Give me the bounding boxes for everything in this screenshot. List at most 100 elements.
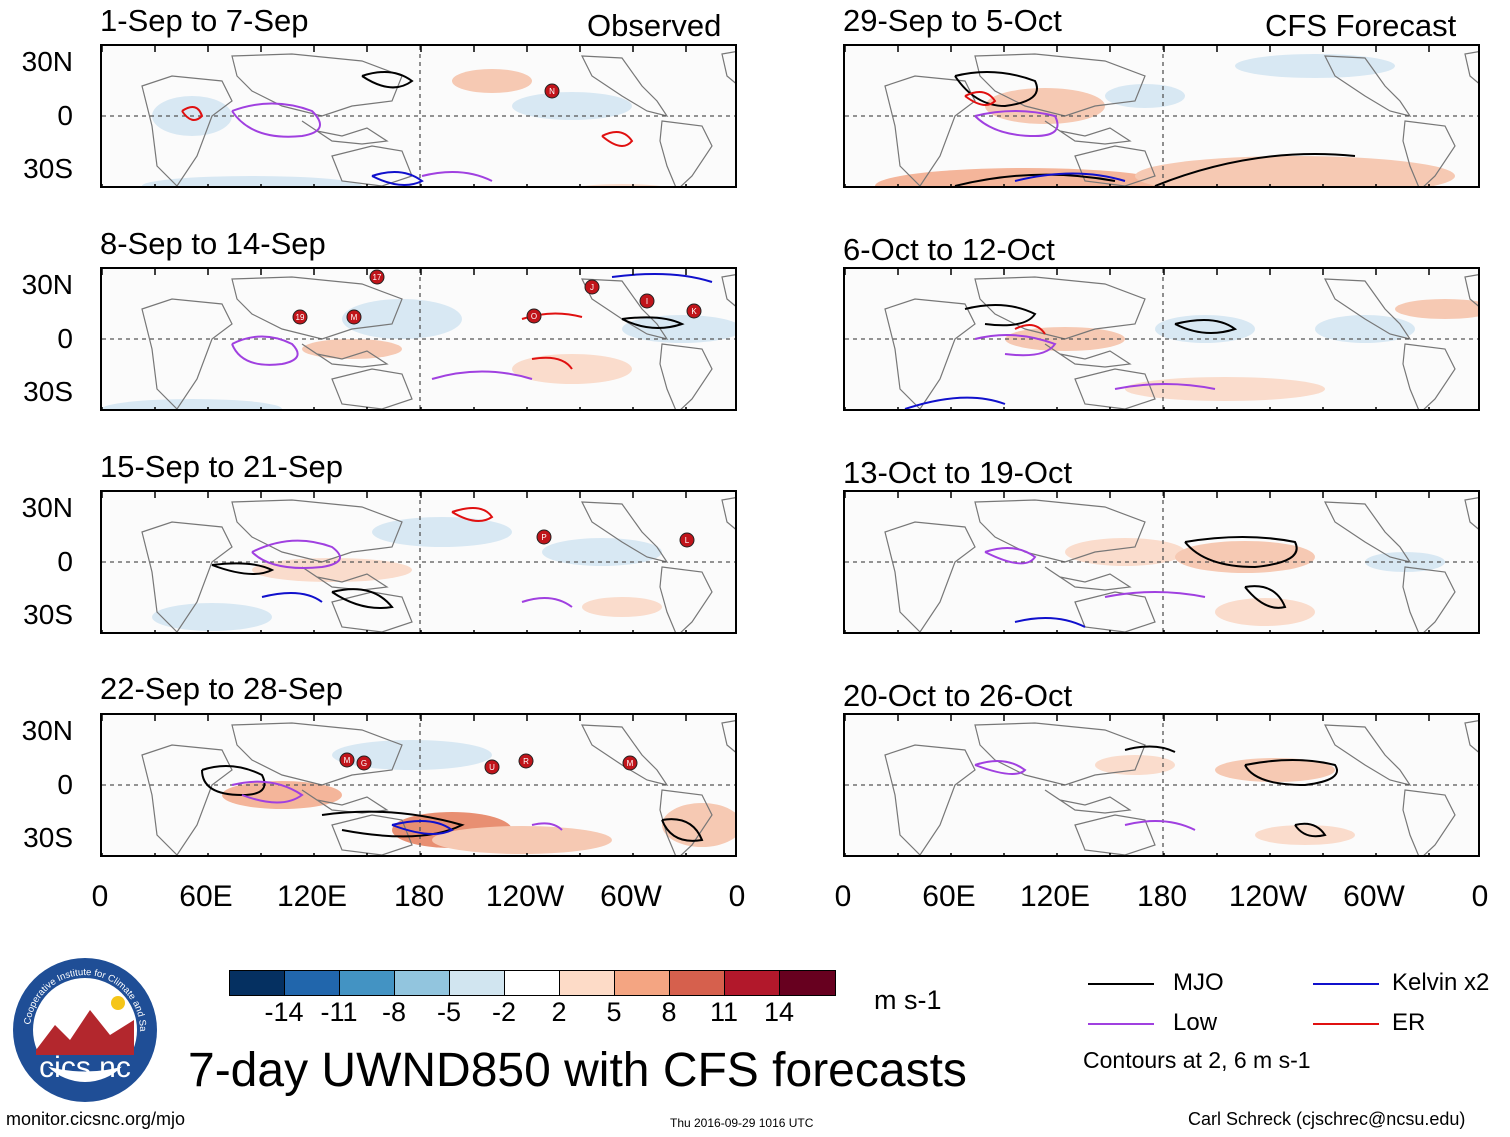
svg-text:L: L [685,536,690,545]
map-field [845,269,1478,409]
wind-anomaly-shading [1135,156,1455,186]
wind-anomaly-shading [622,315,735,343]
colorbar-swatch [285,971,340,995]
coastline [1402,120,1456,186]
wind-anomaly-shading [252,558,412,582]
contour [431,370,533,380]
coastline [884,75,976,186]
wind-anomaly-shading [372,517,512,547]
panel-title-7: 13-Oct to 19-Oct [843,455,1073,490]
cfs-forecast-label: CFS Forecast [1265,8,1457,43]
contour [954,173,1116,186]
coastline [884,298,976,409]
coastline [1464,274,1478,307]
latitude-label: 0 [57,323,73,354]
contour [361,71,414,89]
coastline [1324,501,1412,563]
kelvin-legend-label: Kelvin x2 [1392,969,1490,996]
coastline [659,789,713,855]
colorbar-swatch [615,971,670,995]
wind-anomaly-shading [302,339,402,359]
map-panel [843,490,1480,634]
svg-text:J: J [590,283,594,292]
colorbar-swatch [780,971,835,995]
map-panel: 19 17 M O J I K [100,267,737,411]
wind-anomaly-shading [512,92,632,120]
coastline [1402,566,1456,632]
coastline [1044,343,1132,368]
colorbar-tick-label: -14 [264,997,304,1027]
storm-marker: 19 [292,309,308,325]
coastline [659,566,713,632]
contour [181,106,204,121]
colorbar-swatch [230,971,285,995]
longitude-label: 120E [1019,880,1091,913]
svg-text:I: I [646,297,648,306]
main-title: 7-day UWND850 with CFS forecasts [188,1044,967,1097]
colorbar-swatch [395,971,450,995]
coastline [721,274,735,307]
coastline [1324,55,1412,117]
contour [331,588,394,609]
longitude-label: 60W [1343,880,1405,913]
map-panel: N [100,44,737,188]
contour [1014,324,1046,335]
svg-text:M: M [351,313,358,322]
coastline [1044,789,1132,814]
svg-text:19: 19 [296,313,305,322]
contour [974,110,1059,138]
logo-text: cics.nc [39,1051,131,1084]
contour [521,597,573,608]
contour [974,760,1027,775]
contour [1014,172,1126,182]
coastline [141,521,233,632]
coastline [1402,343,1456,409]
contour [1294,822,1327,838]
contour [661,818,704,842]
svg-text:U: U [489,763,495,772]
wind-anomaly-shading [583,184,661,186]
wind-anomaly-shading [1095,755,1175,775]
latitude-label: 30S [23,153,73,184]
coastline [301,120,389,145]
kelvin-legend-line [1313,983,1379,985]
wind-anomaly-shading [1235,54,1395,78]
coastline [581,55,669,117]
panel-title-1: 1-Sep to 7-Sep [100,3,309,38]
coastline [659,120,713,186]
coastline [301,789,389,814]
coastline [721,720,735,753]
contour [231,780,304,804]
contour [391,820,454,835]
map-panel [843,713,1480,857]
svg-text:O: O [531,312,537,321]
map-field: 19 17 M O J I K [102,269,735,409]
contour [1114,383,1216,390]
colorbar-tick-label: 8 [661,997,677,1027]
latitude-label: 30S [23,822,73,853]
longitude-label: 60E [922,880,976,913]
coastline [231,499,403,563]
contour [1174,319,1238,334]
wind-anomaly-shading [152,603,272,631]
contour [601,131,634,147]
er-legend-label: ER [1392,1009,1426,1036]
map-field [845,492,1478,632]
storm-marker: M [622,755,638,771]
contour [1184,536,1298,569]
svg-text:R: R [523,757,529,766]
map-field: M G UR M [102,715,735,855]
colorbar-swatch [450,971,505,995]
latitude-label: 30S [23,599,73,630]
wind-anomaly-shading [452,69,532,93]
map-field: N [102,46,735,186]
longitude-label: 0 [91,880,109,913]
low-legend-label: Low [1173,1009,1218,1036]
contour [531,356,573,370]
footer-url[interactable]: monitor.cicsnc.org/mjo [6,1109,186,1129]
coastline [1074,368,1156,409]
coastline [581,278,669,340]
